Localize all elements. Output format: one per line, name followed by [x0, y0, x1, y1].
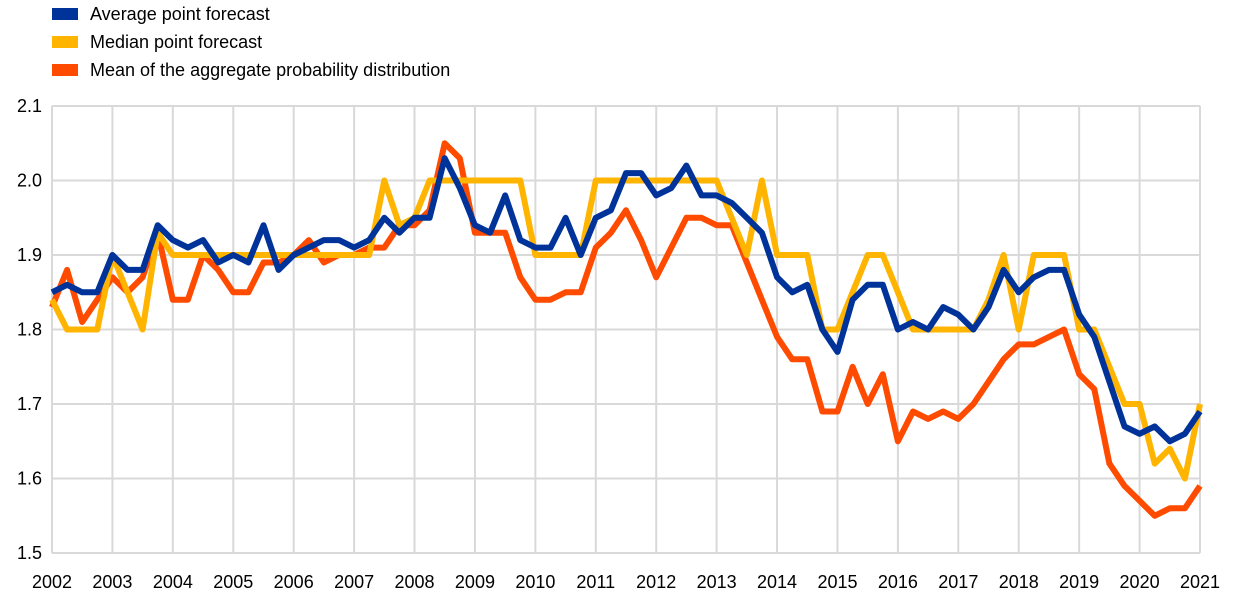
x-tick-label: 2009: [455, 572, 495, 592]
legend-label: Mean of the aggregate probability distri…: [90, 60, 450, 80]
x-tick-label: 2019: [1059, 572, 1099, 592]
y-axis: 1.5 1.6 1.7 1.8 1.9 2.0 2.1: [17, 96, 42, 563]
x-tick-label: 2012: [636, 572, 676, 592]
x-tick-label: 2004: [153, 572, 193, 592]
y-tick-label: 1.7: [17, 394, 42, 414]
x-tick-label: 2011: [576, 572, 615, 592]
x-tick-label: 2020: [1120, 572, 1160, 592]
y-tick-label: 1.9: [17, 245, 42, 265]
series-line-1: [50, 155, 1203, 445]
x-tick-label: 2014: [757, 572, 797, 592]
x-tick-label: 2003: [92, 572, 132, 592]
legend-swatch: [52, 36, 78, 48]
x-axis: 2002 2003 2004 2005 2006 2007 2008 2009 2010 2011…: [32, 572, 1220, 592]
x-tick-label: 2006: [274, 572, 314, 592]
x-tick-label: 2010: [515, 572, 555, 592]
y-tick-label: 1.8: [17, 320, 42, 340]
series-line-3: [49, 140, 1203, 519]
x-tick-label: 2021: [1180, 572, 1220, 592]
y-tick-label: 1.6: [17, 469, 42, 489]
legend: Average point forecast Median point forec…: [52, 4, 450, 80]
x-tick-label: 2015: [817, 572, 857, 592]
x-tick-label: 2013: [697, 572, 737, 592]
x-tick-label: 2007: [334, 572, 374, 592]
x-tick-label: 2008: [395, 572, 435, 592]
y-tick-label: 1.5: [17, 543, 42, 563]
legend-swatch: [52, 64, 78, 76]
legend-label: Median point forecast: [90, 32, 262, 52]
x-tick-label: 2005: [213, 572, 253, 592]
x-tick-label: 2016: [878, 572, 918, 592]
series-lines: [49, 140, 1203, 519]
y-tick-label: 2.0: [17, 171, 42, 191]
x-tick-label: 2018: [999, 572, 1039, 592]
legend-label: Average point forecast: [90, 4, 270, 24]
y-tick-label: 2.1: [17, 96, 42, 116]
legend-swatch: [52, 8, 78, 20]
x-tick-label: 2017: [938, 572, 978, 592]
x-tick-label: 2002: [32, 572, 72, 592]
